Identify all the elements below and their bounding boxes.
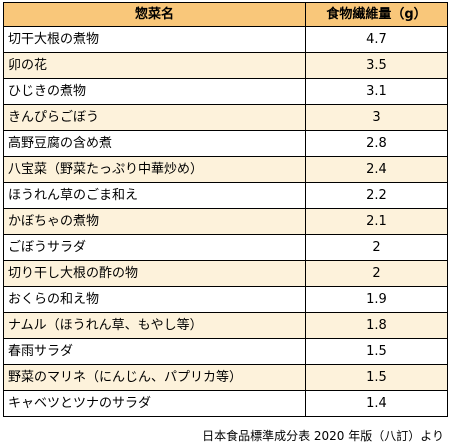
table-row: かぼちゃの煮物 2.1 — [3, 208, 448, 235]
fiber-amount-header: 食物繊維量（g） — [305, 2, 448, 27]
fiber-amount-cell: 3.1 — [305, 78, 448, 105]
dish-name-cell: 高野豆腐の含め煮 — [3, 130, 306, 157]
dish-name-cell: 野菜のマリネ（にんじん、パプリカ等） — [3, 364, 306, 391]
fiber-amount-cell: 2.8 — [305, 130, 448, 157]
fiber-table: 惣菜名 食物繊維量（g） 切干大根の煮物 4.7 卯の花 3.5 ひじきの煮物 3.1 きん… — [3, 2, 448, 417]
dish-name-cell: 春雨サラダ — [3, 338, 306, 365]
fiber-amount-cell: 2.2 — [305, 182, 448, 209]
dish-name-cell: 切り干し大根の酢の物 — [3, 260, 306, 287]
fiber-amount-cell: 2 — [305, 260, 448, 287]
table-row: 野菜のマリネ（にんじん、パプリカ等） 1.5 — [3, 364, 448, 391]
table-row: 卯の花 3.5 — [3, 52, 448, 79]
table-row: おくらの和え物 1.9 — [3, 286, 448, 313]
dish-name-cell: きんぴらごぼう — [3, 104, 306, 131]
fiber-amount-cell: 1.5 — [305, 338, 448, 365]
table-row: ナムル（ほうれん草、もやし等） 1.8 — [3, 312, 448, 339]
fiber-amount-cell: 1.5 — [305, 364, 448, 391]
table-row: 切り干し大根の酢の物 2 — [3, 260, 448, 287]
table-row: ひじきの煮物 3.1 — [3, 78, 448, 105]
table-row: 切干大根の煮物 4.7 — [3, 26, 448, 53]
dish-name-cell: ナムル（ほうれん草、もやし等） — [3, 312, 306, 339]
table-row: ほうれん草のごま和え 2.2 — [3, 182, 448, 209]
table-row: きんぴらごぼう 3 — [3, 104, 448, 131]
fiber-amount-cell: 2.4 — [305, 156, 448, 183]
dish-name-cell: ひじきの煮物 — [3, 78, 306, 105]
dish-name-cell: 八宝菜（野菜たっぷり中華炒め） — [3, 156, 306, 183]
fiber-amount-cell: 1.4 — [305, 390, 448, 417]
dish-name-cell: かぼちゃの煮物 — [3, 208, 306, 235]
table-body: 切干大根の煮物 4.7 卯の花 3.5 ひじきの煮物 3.1 きんぴらごぼう 3 高野豆腐の含め… — [3, 26, 448, 417]
table-row: キャベツとツナのサラダ 1.4 — [3, 390, 448, 417]
fiber-amount-cell: 2 — [305, 234, 448, 261]
fiber-amount-cell: 2.1 — [305, 208, 448, 235]
dish-name-cell: 卯の花 — [3, 52, 306, 79]
fiber-amount-cell: 4.7 — [305, 26, 448, 53]
fiber-amount-cell: 1.9 — [305, 286, 448, 313]
fiber-amount-cell: 3 — [305, 104, 448, 131]
table-header-row: 惣菜名 食物繊維量（g） — [3, 2, 448, 27]
table-row: 八宝菜（野菜たっぷり中華炒め） 2.4 — [3, 156, 448, 183]
dish-name-header: 惣菜名 — [3, 2, 306, 27]
table-row: 春雨サラダ 1.5 — [3, 338, 448, 365]
dish-name-cell: おくらの和え物 — [3, 286, 306, 313]
fiber-amount-cell: 3.5 — [305, 52, 448, 79]
dish-name-cell: キャベツとツナのサラダ — [3, 390, 306, 417]
dish-name-cell: ほうれん草のごま和え — [3, 182, 306, 209]
fiber-amount-cell: 1.8 — [305, 312, 448, 339]
dish-name-cell: 切干大根の煮物 — [3, 26, 306, 53]
source-note: 日本食品標準成分表 2020 年版（八訂）より — [202, 429, 444, 443]
dish-name-cell: ごぼうサラダ — [3, 234, 306, 261]
table-row: 高野豆腐の含め煮 2.8 — [3, 130, 448, 157]
table-row: ごぼうサラダ 2 — [3, 234, 448, 261]
